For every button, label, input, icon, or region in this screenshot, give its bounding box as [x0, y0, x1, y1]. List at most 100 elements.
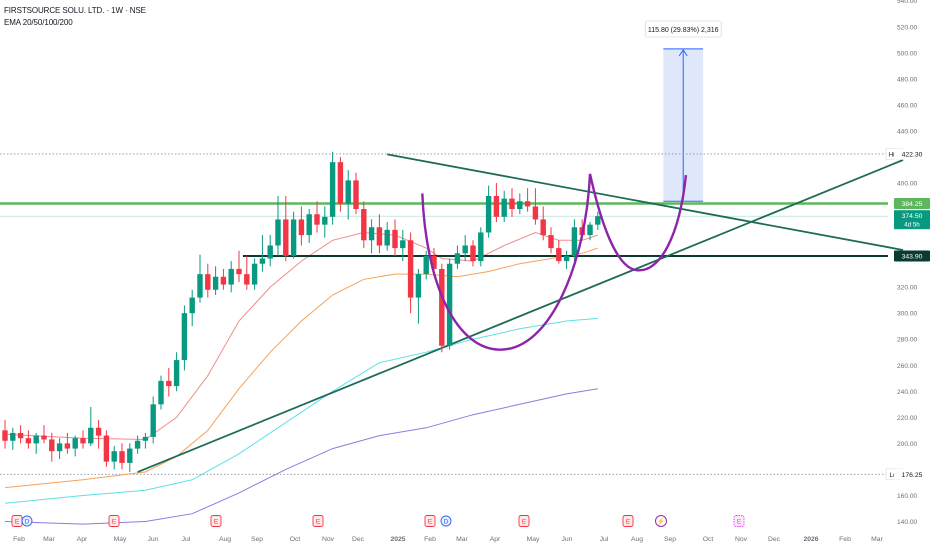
price-tick: 480.00: [897, 76, 918, 83]
candle: [33, 432, 39, 454]
price-tick: 240.00: [897, 389, 918, 396]
candle: [314, 201, 320, 233]
support-value-tag: 343.90: [902, 254, 923, 261]
candle: [368, 219, 375, 254]
candle: [158, 375, 164, 410]
price-tick: 540.00: [897, 0, 918, 5]
candle-body: [88, 427, 94, 444]
candle: [189, 289, 195, 327]
candle: [322, 206, 328, 238]
candle-body: [251, 263, 258, 285]
candle: [173, 352, 180, 392]
candle-body: [181, 313, 188, 361]
price-tick: 260.00: [897, 363, 918, 370]
symbol-title[interactable]: FIRSTSOURCE SOLU. LTD. · 1W · NSE: [4, 6, 146, 15]
candle: [361, 201, 367, 249]
candle-body: [368, 227, 375, 241]
candle-body: [517, 201, 523, 210]
descending-trendline: [387, 153, 904, 251]
candle: [517, 193, 523, 215]
earnings-icon: [622, 515, 634, 527]
indicator-legend[interactable]: EMA 20/50/100/200: [4, 18, 73, 27]
candle: [595, 211, 601, 230]
candle: [236, 250, 242, 282]
candle: [228, 261, 234, 293]
time-tick: 2026: [803, 536, 818, 543]
current-price-tag: 374.50: [902, 213, 923, 220]
candle: [49, 432, 55, 462]
earnings-icon: [210, 515, 222, 527]
candle: [423, 250, 429, 280]
split-icon: [655, 515, 667, 527]
candle: [454, 245, 461, 269]
candle-body: [236, 268, 242, 275]
candle: [329, 151, 336, 225]
candle: [80, 430, 86, 449]
candle: [485, 185, 492, 238]
candle-body: [439, 268, 445, 346]
time-tick: Feb: [13, 536, 25, 543]
earnings-label: E: [522, 519, 527, 526]
candle-body: [103, 435, 110, 462]
candle-body: [571, 227, 578, 256]
time-tick: May: [527, 536, 540, 543]
candle-body: [509, 198, 515, 210]
candle-body: [166, 380, 172, 387]
time-tick: Dec: [768, 536, 781, 543]
candle: [345, 169, 351, 220]
candle: [244, 255, 250, 290]
candle: [166, 367, 172, 397]
candle-body: [423, 255, 429, 275]
price-tick: 520.00: [897, 24, 918, 31]
candle-body: [563, 255, 570, 262]
candle-body: [384, 229, 390, 246]
event-markers: E D E E E E D E E ⚡ E: [11, 515, 745, 527]
ema-line-ema50: [4, 247, 598, 489]
candle: [64, 432, 71, 454]
measure-label-box: [644, 20, 722, 38]
candle-body: [290, 219, 297, 256]
high-value-tag: 422.30: [902, 151, 923, 158]
time-tick: Jul: [182, 536, 191, 543]
candle-body: [454, 253, 461, 264]
time-tick: Feb: [424, 536, 436, 543]
candle: [17, 425, 24, 444]
earnings-icon: [108, 515, 120, 527]
candle: [142, 432, 149, 449]
support-value-tag-bg: [894, 250, 930, 262]
candle: [376, 214, 383, 254]
event-marker-upcoming: E: [733, 515, 745, 527]
time-tick: Jul: [600, 536, 609, 543]
candle: [88, 406, 94, 446]
candle: [532, 188, 539, 225]
ema-line-ema200: [4, 388, 598, 525]
candle-body: [329, 162, 336, 217]
candle-body: [142, 436, 149, 441]
time-axis: Feb Mar Apr May Jun Jul Aug Sep Oct Nov Dec 2025 Feb…: [13, 536, 883, 543]
candle-body: [10, 432, 16, 441]
candle-body: [189, 297, 195, 314]
candle-body: [228, 268, 234, 285]
candle-body: [111, 451, 117, 462]
candle-body: [556, 248, 562, 262]
dividend-label: D: [444, 519, 449, 526]
candle: [212, 266, 219, 295]
candle: [524, 188, 531, 212]
candle: [103, 430, 110, 467]
candle: [415, 268, 422, 324]
candle-body: [298, 219, 305, 236]
candle-body: [548, 235, 554, 249]
earnings-label: E: [737, 519, 742, 526]
candle: [353, 172, 359, 215]
time-tick: Apr: [77, 536, 88, 543]
candle: [150, 396, 156, 444]
earnings-label: E: [316, 519, 321, 526]
dividend-icon: [21, 515, 33, 527]
time-tick: Oct: [703, 536, 714, 543]
candle-body: [197, 274, 203, 298]
candle-body: [2, 430, 8, 441]
bar-countdown: 4d 5h: [904, 222, 920, 229]
event-marker-earnings: E: [518, 515, 530, 527]
